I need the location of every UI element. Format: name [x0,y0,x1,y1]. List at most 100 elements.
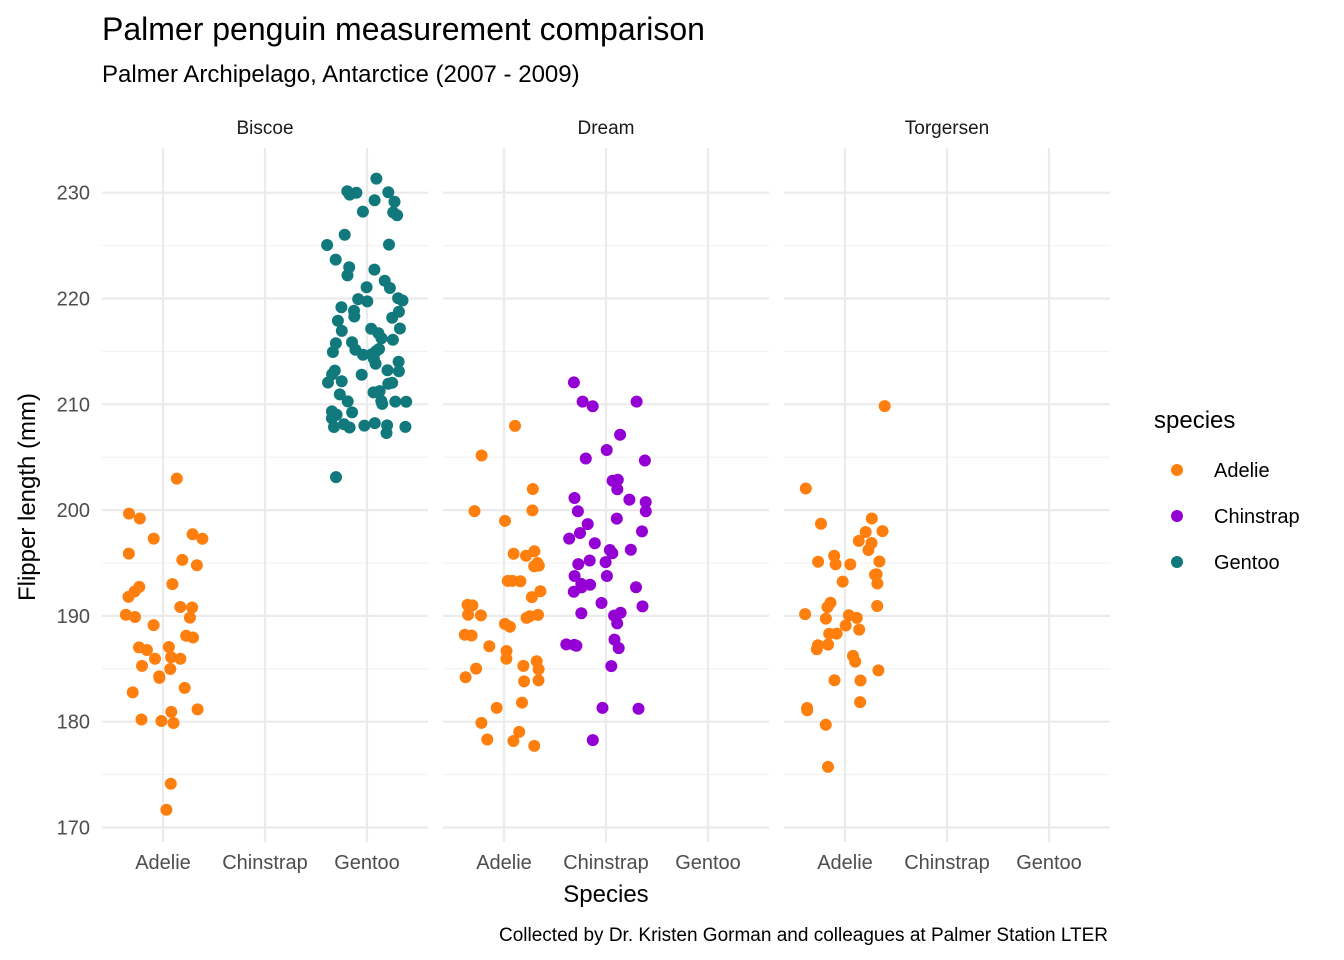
point-gentoo [373,343,385,355]
point-adelie [815,517,827,530]
point-gentoo [322,376,334,389]
point-adelie [854,674,867,687]
point-chinstrap [584,578,597,591]
point-chinstrap [567,376,580,389]
point-chinstrap [596,701,609,714]
x-axis-title: Species [563,881,648,908]
point-adelie [842,609,855,622]
point-adelie [135,713,148,726]
point-adelie [470,662,483,675]
point-adelie [170,472,183,485]
point-chinstrap [563,532,576,545]
point-adelie [862,544,875,556]
point-adelie [523,610,536,623]
point-gentoo [357,348,369,361]
point-chinstrap [600,444,613,456]
point-chinstrap [611,617,624,630]
point-chinstrap [632,702,645,715]
point-adelie [187,631,199,644]
point-adelie [147,532,160,545]
point-adelie [518,675,531,688]
point-gentoo [361,295,374,308]
point-adelie [174,601,187,613]
point-gentoo [381,364,394,377]
point-adelie [871,577,884,590]
point-adelie [186,601,199,614]
point-adelie [119,608,132,621]
point-gentoo [392,292,405,305]
facet-strip-label: Torgersen [905,118,990,139]
point-adelie [801,704,814,717]
point-adelie [829,558,842,571]
point-chinstrap [630,581,642,594]
point-chinstrap [612,642,625,655]
point-chinstrap [583,554,596,567]
legend-label-chinstrap: Chinstrap [1214,506,1300,528]
point-adelie [854,696,867,709]
point-adelie [821,601,834,614]
point-adelie [178,681,191,694]
point-adelie [528,739,541,752]
point-adelie [191,703,204,716]
point-adelie [490,701,503,714]
point-adelie [155,715,168,727]
y-tick-label: 220 [57,289,90,311]
point-adelie [532,663,545,676]
point-adelie [140,644,153,656]
y-tick-label: 180 [57,712,90,734]
point-gentoo [341,395,354,408]
point-adelie [534,585,547,598]
point-gentoo [341,269,354,282]
point-adelie [799,482,812,495]
point-adelie [190,559,203,572]
point-gentoo [380,427,393,439]
point-adelie [871,600,884,612]
y-tick-label: 200 [57,500,90,522]
point-chinstrap [588,537,601,550]
point-adelie [844,558,857,571]
point-chinstrap [600,570,613,582]
point-gentoo [360,281,373,294]
point-adelie [481,733,494,746]
point-chinstrap [599,556,612,569]
point-adelie [822,760,834,773]
point-chinstrap [639,496,652,509]
facet-panel-dream: Dream Adelie Chinstrap Gentoo [443,118,769,874]
point-gentoo [335,324,348,337]
point-gentoo [341,185,354,198]
point-adelie [186,528,199,541]
point-gentoo [375,332,388,345]
point-adelie [528,545,541,558]
point-adelie [853,623,866,636]
point-chinstrap [595,597,608,609]
point-adelie [876,525,889,538]
point-adelie [164,663,177,675]
facet-panels: Biscoe Adelie Chinstrap Gentoo Dream Adelie Ch… [102,118,1110,874]
point-chinstrap [575,577,588,590]
point-gentoo [392,365,405,378]
point-adelie [174,652,187,665]
point-gentoo [343,421,356,434]
legend-label-adelie: Adelie [1214,460,1270,482]
facet-strip-label: Dream [577,118,634,139]
point-adelie [506,574,519,587]
point-adelie [129,611,141,623]
point-gentoo [387,206,400,219]
point-gentoo [328,421,340,433]
point-adelie [122,547,135,560]
point-chinstrap [603,544,616,556]
point-gentoo [350,186,363,199]
point-adelie [475,716,488,729]
point-gentoo [367,352,380,365]
point-adelie [128,585,141,598]
point-chinstrap [586,734,599,747]
point-adelie [812,555,825,568]
point-adelie [164,777,177,790]
legend: species Adelie Chinstrap Gentoo [1154,407,1300,574]
point-gentoo [392,355,405,368]
point-adelie [830,627,843,640]
point-gentoo [368,263,381,276]
x-tick-label: Adelie [817,852,873,874]
point-adelie [475,449,488,462]
